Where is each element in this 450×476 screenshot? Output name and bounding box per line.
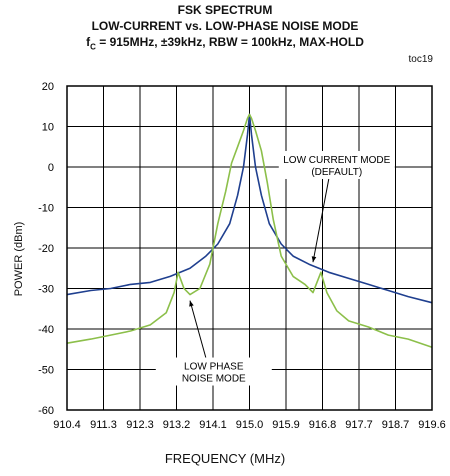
annotation-bg bbox=[278, 150, 395, 179]
conditions-rest: = 915MHz, ±39kHz, RBW = 100kHz, MAX-HOLD bbox=[95, 35, 364, 49]
tick-label-layer: 910.4 911.3 912.3 913.2 914.1 915.0 915.9 916.8… bbox=[38, 81, 446, 431]
annotation-arrow bbox=[189, 300, 207, 358]
x-tick-label: 917.7 bbox=[345, 419, 373, 431]
annotation-arrowhead bbox=[311, 256, 317, 263]
x-tick-label: 918.7 bbox=[382, 419, 410, 431]
series-layer bbox=[66, 113, 433, 348]
y-tick-label: 0 bbox=[48, 162, 54, 174]
annotation-line-2: NOISE MODE bbox=[182, 374, 246, 385]
x-tick-label: 912.3 bbox=[126, 419, 154, 431]
annotation-bg bbox=[155, 357, 272, 386]
y-tick-label: 10 bbox=[42, 122, 54, 134]
y-tick-label: 20 bbox=[42, 81, 54, 93]
y-tick-label: -10 bbox=[38, 203, 54, 215]
annotation-line-1: LOW PHASE bbox=[184, 362, 244, 373]
y-tick-label: -50 bbox=[38, 365, 54, 377]
annotation-line-2: (DEFAULT) bbox=[311, 167, 362, 178]
x-tick-label: 915.9 bbox=[272, 419, 300, 431]
chart-subtitle: LOW-CURRENT vs. LOW-PHASE NOISE MODE bbox=[91, 19, 359, 33]
chart-conditions: fC = 915MHz, ±39kHz, RBW = 100kHz, MAX-H… bbox=[0, 34, 450, 55]
toc-note: toc19 bbox=[408, 54, 433, 65]
y-tick-label: -40 bbox=[38, 324, 54, 336]
x-tick-label: 915.0 bbox=[236, 419, 264, 431]
annotation-arrow bbox=[312, 178, 330, 263]
chart-title: FSK SPECTRUM bbox=[177, 3, 273, 17]
x-tick-label: 914.1 bbox=[199, 419, 227, 431]
y-tick-label: -20 bbox=[38, 243, 54, 255]
x-tick-label: 913.2 bbox=[163, 419, 191, 431]
annotation-layer: LOW CURRENT MODE(DEFAULT)LOW PHASENOISE … bbox=[155, 150, 395, 386]
y-tick-label: -60 bbox=[38, 405, 54, 417]
x-tick-label: 916.8 bbox=[309, 419, 337, 431]
plot-frame bbox=[66, 85, 433, 411]
series-line-low-phase-noise bbox=[66, 113, 433, 348]
x-tick-label: 919.6 bbox=[418, 419, 446, 431]
y-tick-label: -30 bbox=[38, 284, 54, 296]
plot-frame-layer bbox=[66, 85, 433, 411]
x-tick-label: 910.4 bbox=[53, 419, 81, 431]
annotation-arrowhead bbox=[189, 300, 194, 307]
annotation-1: LOW CURRENT MODE(DEFAULT) bbox=[278, 150, 395, 263]
conditions-f: f bbox=[86, 35, 91, 49]
x-tick-label: 911.3 bbox=[90, 419, 117, 431]
conditions-subscript: C bbox=[90, 42, 96, 52]
x-axis-label: FREQUENCY (MHz) bbox=[164, 451, 286, 466]
annotation-line-1: LOW CURRENT MODE bbox=[283, 155, 390, 166]
